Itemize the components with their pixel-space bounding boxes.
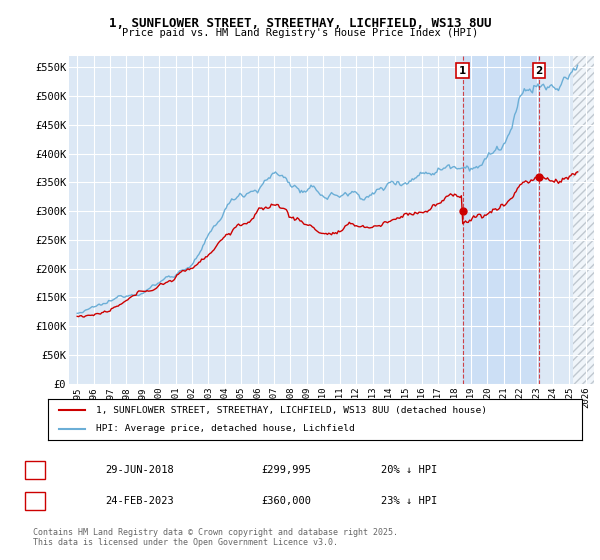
Bar xyxy=(574,56,594,384)
Bar xyxy=(574,56,594,384)
Bar xyxy=(463,56,539,384)
Text: 20% ↓ HPI: 20% ↓ HPI xyxy=(381,465,437,475)
Text: 2: 2 xyxy=(535,66,542,76)
Text: 2: 2 xyxy=(32,496,38,506)
Text: 1, SUNFLOWER STREET, STREETHAY, LICHFIELD, WS13 8UU (detached house): 1, SUNFLOWER STREET, STREETHAY, LICHFIEL… xyxy=(96,405,487,414)
Text: 1: 1 xyxy=(459,66,466,76)
Text: 29-JUN-2018: 29-JUN-2018 xyxy=(105,465,174,475)
Text: £299,995: £299,995 xyxy=(261,465,311,475)
Text: Contains HM Land Registry data © Crown copyright and database right 2025.
This d: Contains HM Land Registry data © Crown c… xyxy=(33,528,398,547)
Text: 23% ↓ HPI: 23% ↓ HPI xyxy=(381,496,437,506)
Text: 1, SUNFLOWER STREET, STREETHAY, LICHFIELD, WS13 8UU: 1, SUNFLOWER STREET, STREETHAY, LICHFIEL… xyxy=(109,17,491,30)
Text: £360,000: £360,000 xyxy=(261,496,311,506)
Text: 24-FEB-2023: 24-FEB-2023 xyxy=(105,496,174,506)
Text: 1: 1 xyxy=(32,465,38,475)
Text: Price paid vs. HM Land Registry's House Price Index (HPI): Price paid vs. HM Land Registry's House … xyxy=(122,28,478,38)
Bar xyxy=(574,56,594,384)
Text: HPI: Average price, detached house, Lichfield: HPI: Average price, detached house, Lich… xyxy=(96,424,355,433)
